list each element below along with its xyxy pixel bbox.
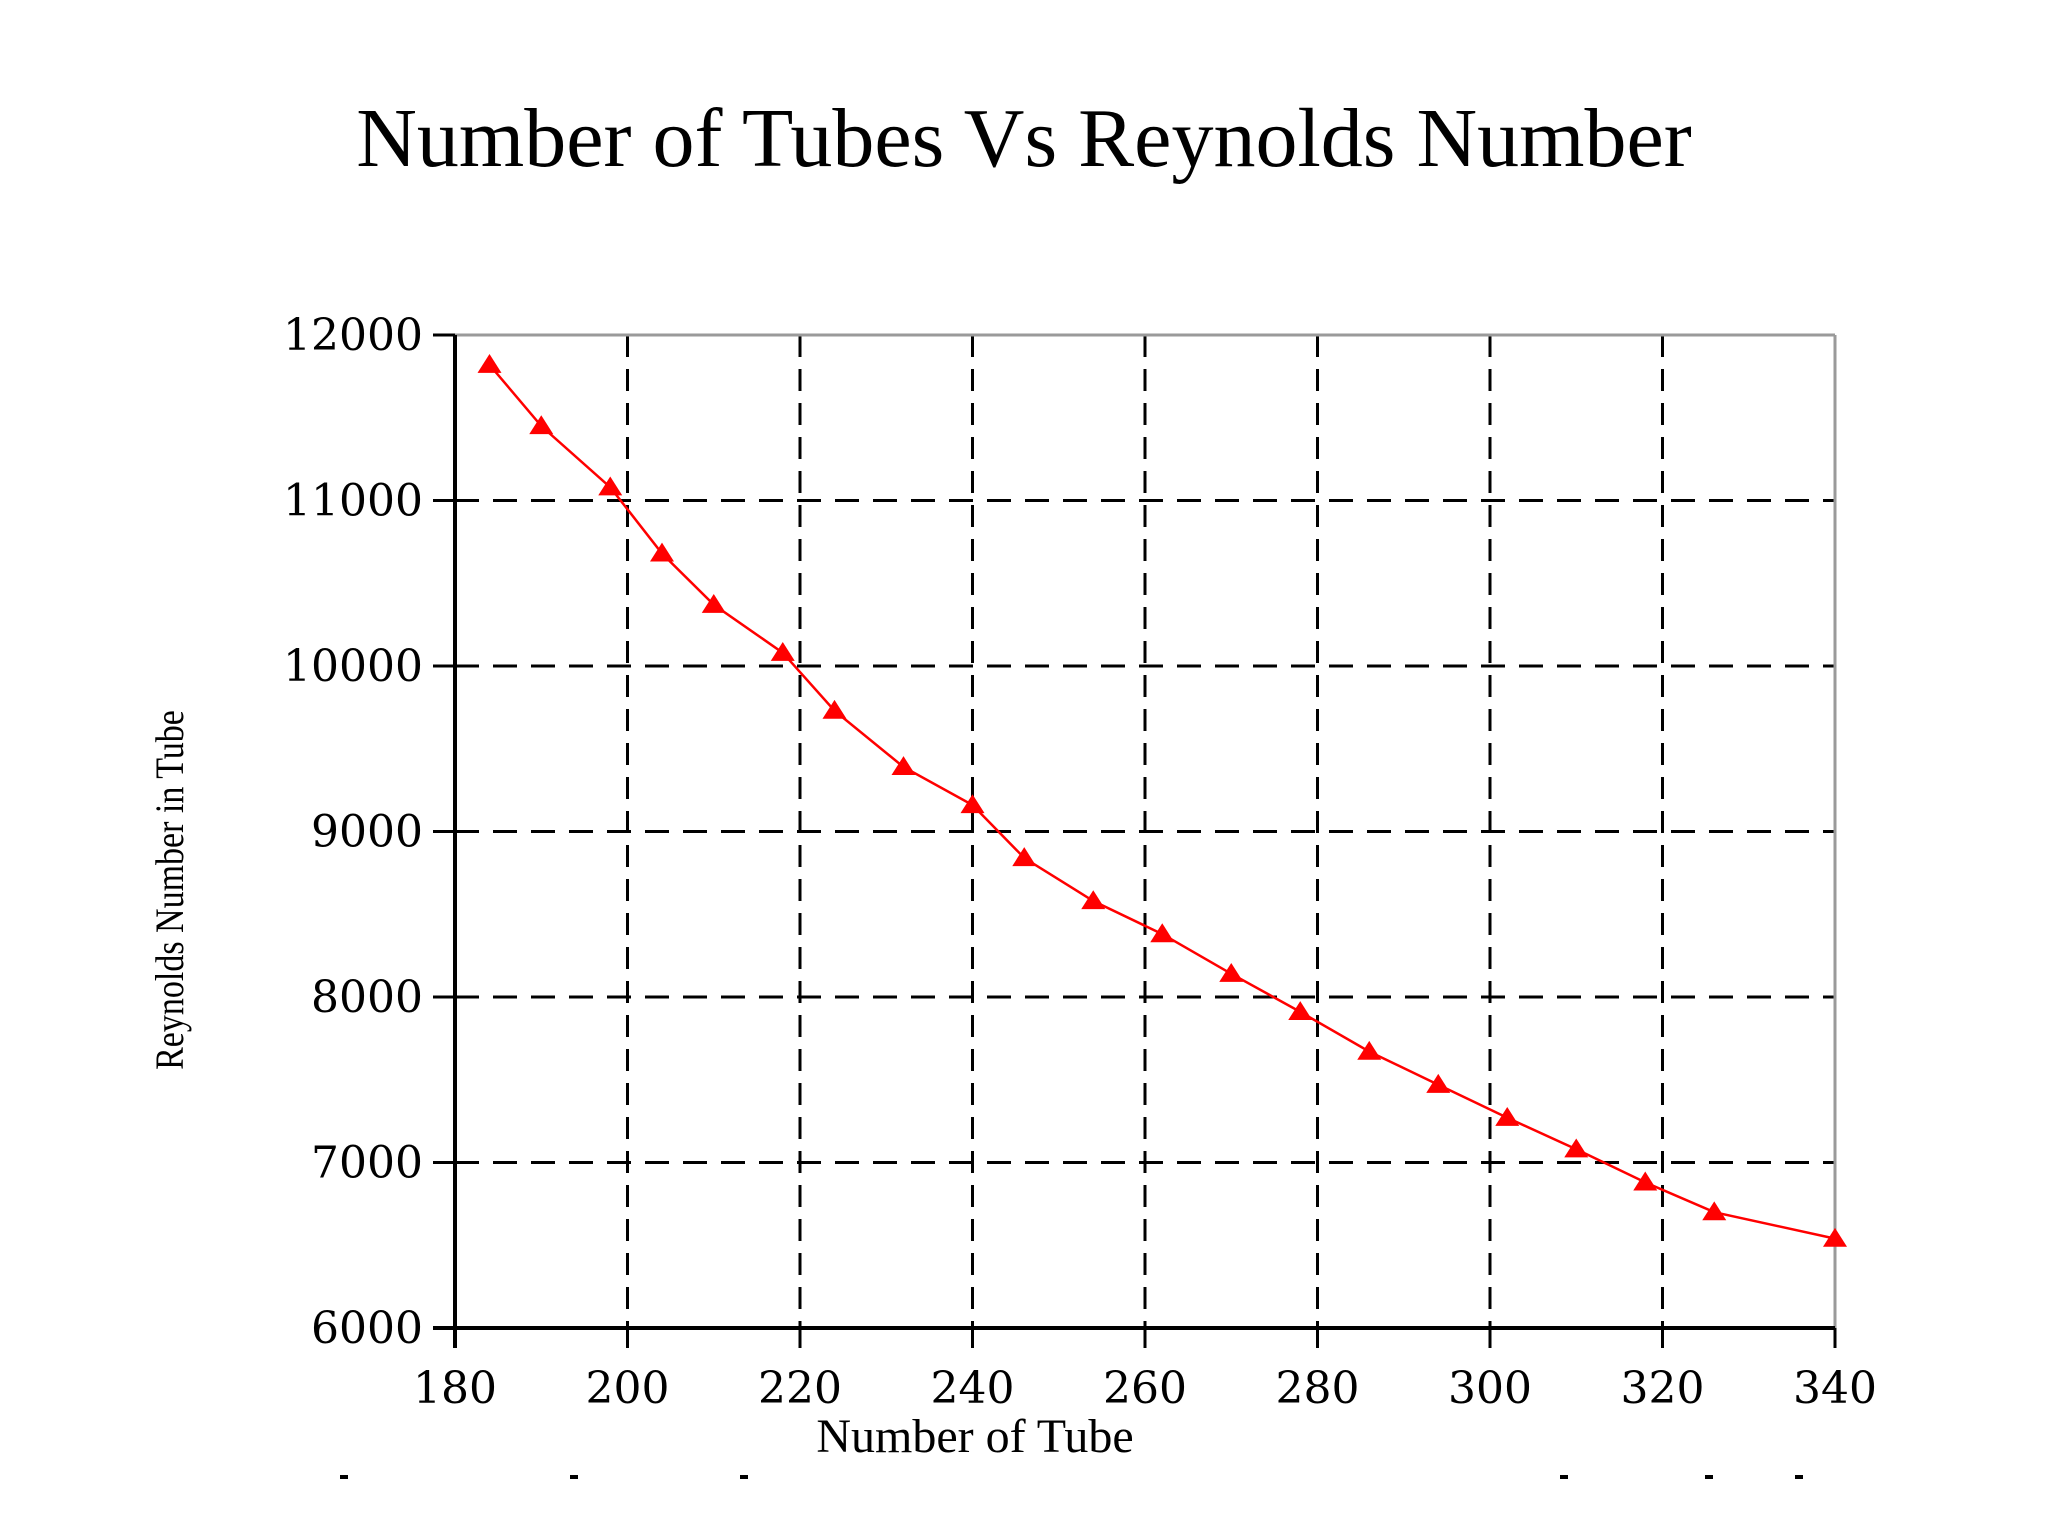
- data-point-marker: [1219, 963, 1244, 982]
- y-tick-label: 10000: [283, 641, 423, 692]
- y-tick-label: 7000: [311, 1138, 423, 1189]
- x-tick-label: 280: [1276, 1363, 1360, 1414]
- data-point-marker: [960, 794, 985, 814]
- data-point-marker: [1081, 890, 1106, 910]
- data-point-marker: [1426, 1073, 1451, 1093]
- y-tick-label: 11000: [283, 476, 423, 527]
- data-point-marker: [1823, 1227, 1847, 1247]
- cropped-caption-fragments: [340, 1475, 1803, 1479]
- x-tick-label: 240: [931, 1363, 1015, 1414]
- y-tick-label: 9000: [311, 807, 423, 858]
- data-point-marker: [1357, 1040, 1382, 1060]
- axes: [433, 333, 1837, 1348]
- series-group: [477, 353, 1847, 1247]
- data-point-marker: [1702, 1201, 1727, 1221]
- x-axis-title: Number of Tube: [816, 1410, 1133, 1463]
- data-point-marker: [1633, 1171, 1658, 1191]
- x-tick-label: 320: [1621, 1363, 1705, 1414]
- y-axis-title: Reynolds Number in Tube: [149, 710, 193, 1070]
- data-point-marker: [701, 593, 726, 613]
- y-tick-label: 6000: [311, 1303, 423, 1354]
- y-tick-label: 12000: [283, 310, 423, 361]
- y-tick-label: 8000: [311, 972, 423, 1023]
- data-point-marker: [1564, 1138, 1589, 1158]
- x-tick-label: 200: [586, 1363, 670, 1414]
- data-point-marker: [1495, 1107, 1520, 1126]
- data-point-marker: [770, 641, 795, 661]
- data-point-marker: [598, 476, 623, 496]
- x-tick-label: 180: [413, 1363, 497, 1414]
- data-point-marker: [822, 699, 847, 719]
- x-tick-label: 260: [1103, 1363, 1187, 1414]
- data-point-marker: [650, 542, 674, 562]
- x-tick-label: 220: [758, 1363, 842, 1414]
- data-point-marker: [1288, 1001, 1313, 1020]
- grid-lines: [455, 335, 1835, 1328]
- data-point-marker: [1150, 923, 1175, 943]
- x-tick-label: 340: [1793, 1363, 1877, 1414]
- data-point-marker: [1012, 847, 1037, 867]
- tick-labels: 180 200 220 240 260 280 300 320 340 6000 7000 8000 9…: [283, 310, 1877, 1414]
- data-point-marker: [477, 353, 502, 373]
- data-point-marker: [529, 415, 554, 435]
- page-title: Number of Tubes Vs Reynolds Number: [356, 92, 1692, 185]
- data-point-marker: [891, 756, 916, 776]
- x-tick-label: 300: [1448, 1363, 1532, 1414]
